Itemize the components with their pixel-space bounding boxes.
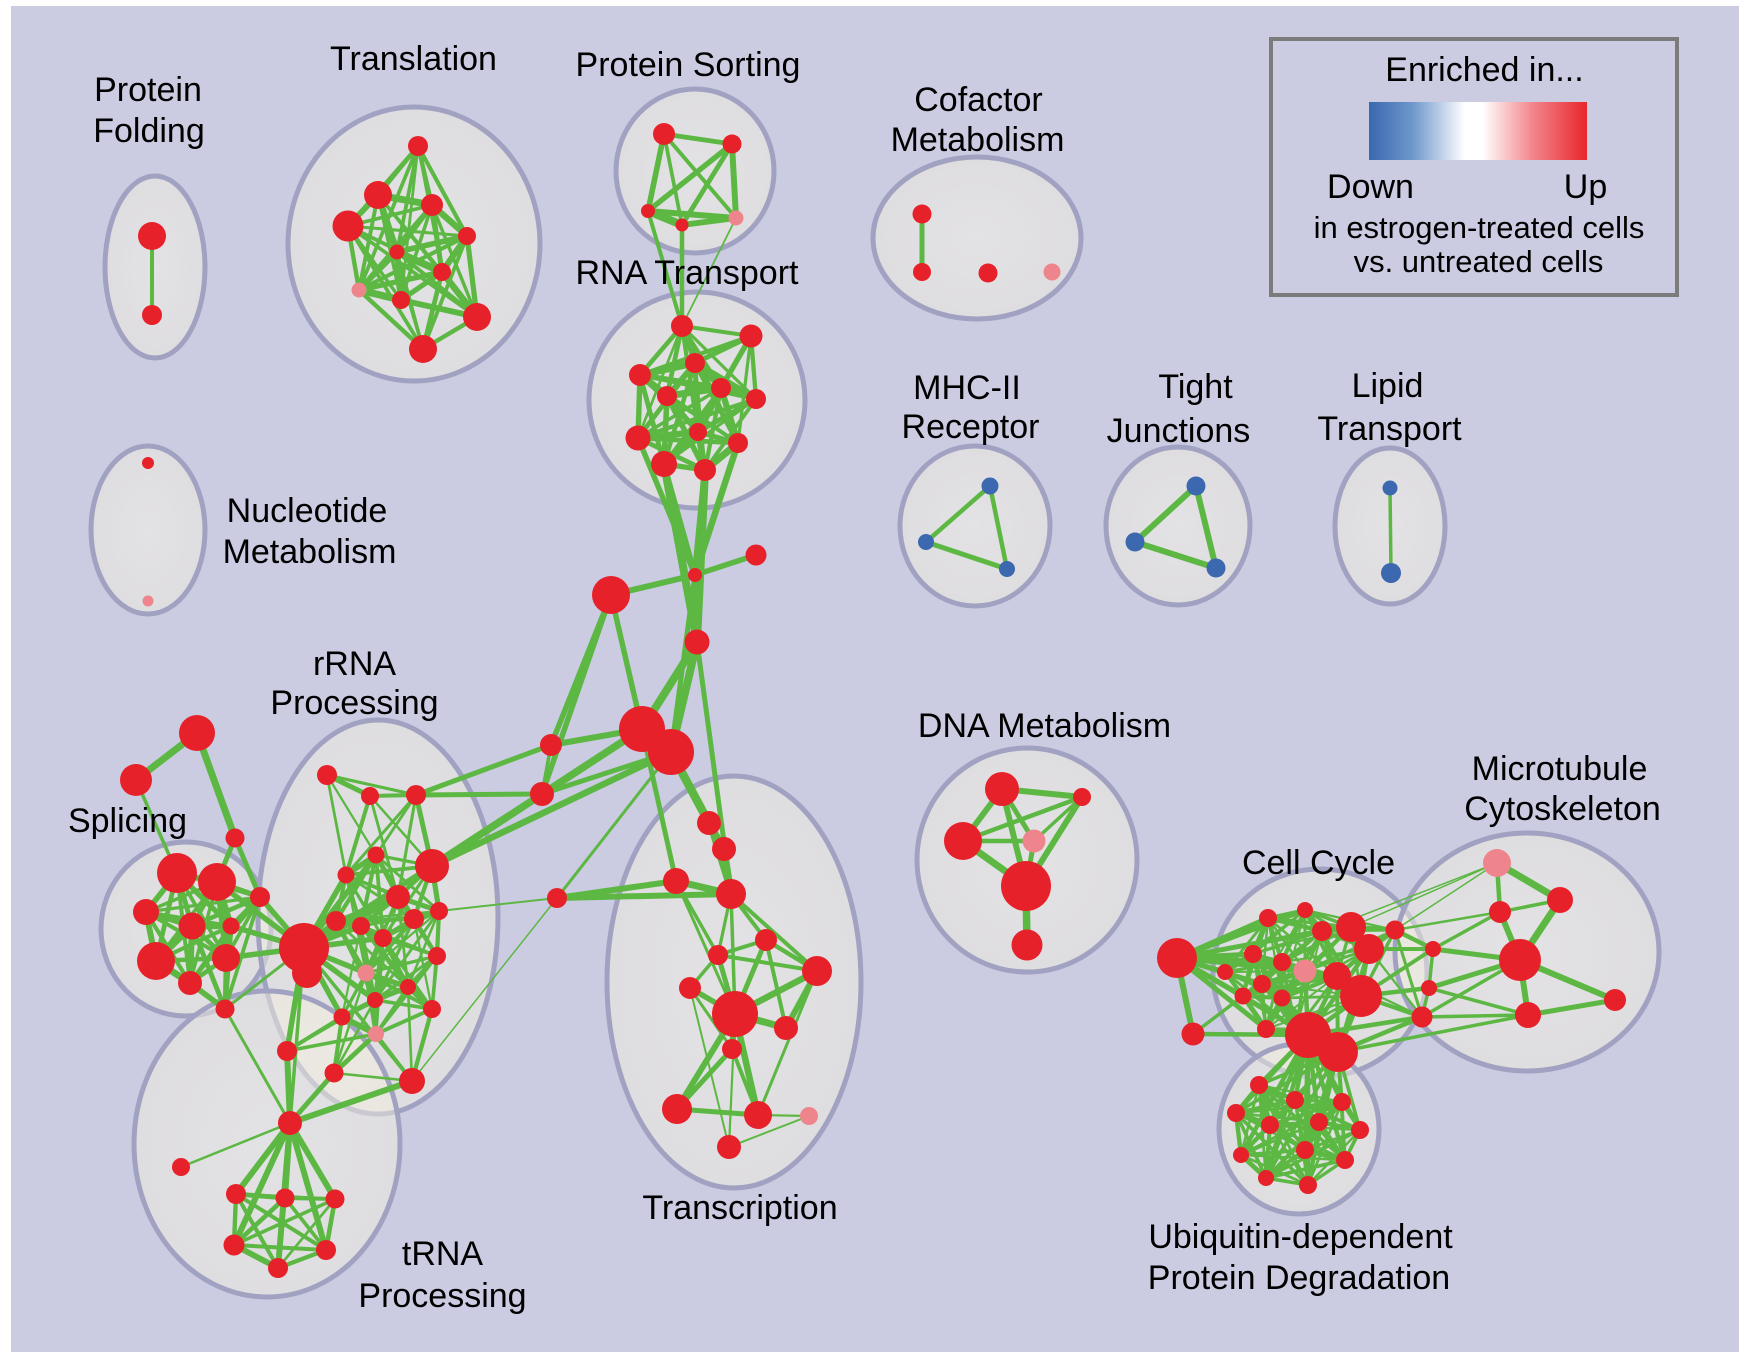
svg-text:Metabolism: Metabolism xyxy=(891,121,1065,159)
svg-text:DNA Metabolism: DNA Metabolism xyxy=(918,707,1171,745)
svg-text:Processing: Processing xyxy=(358,1277,526,1315)
svg-text:Translation: Translation xyxy=(330,40,497,78)
svg-text:MHC-II: MHC-II xyxy=(913,369,1021,407)
svg-text:RNA Transport: RNA Transport xyxy=(576,254,800,292)
svg-text:Transport: Transport xyxy=(1317,410,1462,448)
svg-text:Protein Degradation: Protein Degradation xyxy=(1148,1259,1450,1297)
svg-text:Transcription: Transcription xyxy=(642,1189,837,1227)
svg-text:Processing: Processing xyxy=(270,684,438,722)
svg-text:Protein: Protein xyxy=(94,71,202,109)
svg-text:Nucleotide: Nucleotide xyxy=(227,492,388,530)
svg-text:Folding: Folding xyxy=(93,112,205,150)
svg-text:Tight: Tight xyxy=(1158,368,1233,406)
svg-text:Splicing: Splicing xyxy=(68,802,187,840)
svg-text:Junctions: Junctions xyxy=(1107,412,1251,450)
svg-text:Cell Cycle: Cell Cycle xyxy=(1242,844,1395,882)
svg-text:Protein Sorting: Protein Sorting xyxy=(576,46,801,84)
svg-text:Lipid: Lipid xyxy=(1352,367,1424,405)
svg-text:Ubiquitin-dependent: Ubiquitin-dependent xyxy=(1148,1218,1453,1256)
svg-text:Down: Down xyxy=(1327,168,1414,206)
svg-text:Cofactor: Cofactor xyxy=(914,81,1043,119)
svg-text:vs. untreated cells: vs. untreated cells xyxy=(1354,244,1604,279)
svg-text:Cytoskeleton: Cytoskeleton xyxy=(1464,790,1661,828)
svg-text:Receptor: Receptor xyxy=(902,408,1040,446)
svg-text:Enriched in...: Enriched in... xyxy=(1385,51,1583,89)
svg-text:tRNA: tRNA xyxy=(402,1235,484,1273)
svg-text:rRNA: rRNA xyxy=(313,645,396,683)
svg-text:Microtubule: Microtubule xyxy=(1472,750,1648,788)
svg-text:in estrogen-treated cells: in estrogen-treated cells xyxy=(1314,210,1645,245)
svg-text:Up: Up xyxy=(1564,168,1607,206)
svg-text:Metabolism: Metabolism xyxy=(223,533,397,571)
